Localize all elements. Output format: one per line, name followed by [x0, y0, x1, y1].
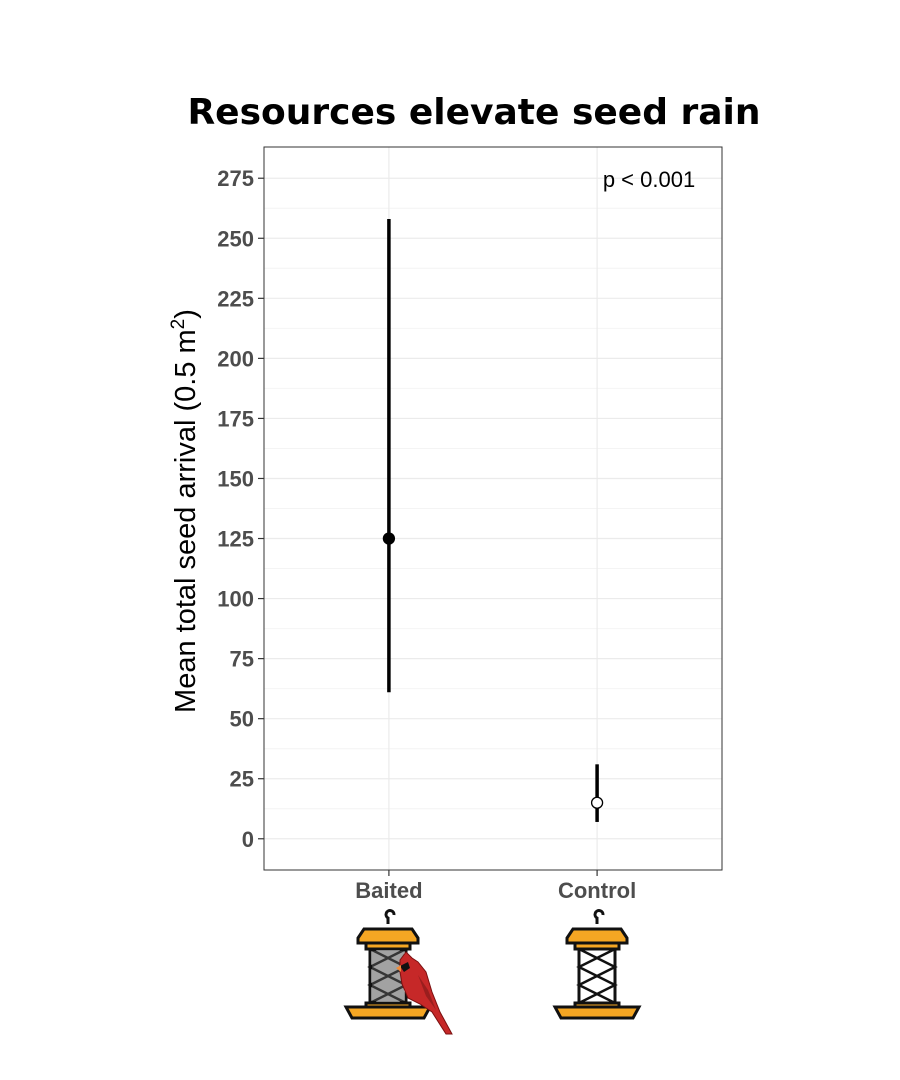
y-axis: 0 25 50 75 100 125 150 175 200 225 250 275: [217, 166, 264, 852]
grid-layer: [264, 147, 722, 870]
mean-point: [382, 532, 396, 545]
x-tick-label: Baited: [355, 878, 422, 903]
chart-title: Resources elevate seed rain: [187, 92, 761, 133]
y-axis-label: Mean total seed arrival (0.5 m2): [168, 309, 202, 713]
y-tick-label: 200: [217, 346, 254, 371]
y-tick-label: 150: [217, 466, 254, 491]
bird-feeder-with-cardinal-icon: [343, 909, 453, 1035]
cardinal-icon: [396, 951, 453, 1035]
y-tick-label: 25: [230, 767, 254, 792]
y-tick-label: 125: [217, 527, 254, 552]
x-axis: Baited Control: [355, 870, 636, 903]
plot-panel-border: [263, 146, 723, 871]
empty-bird-feeder-icon: [552, 909, 642, 1020]
y-tick-label: 175: [217, 406, 254, 431]
p-value-annotation: p < 0.001: [603, 167, 695, 192]
y-tick-label: 225: [217, 286, 254, 311]
y-tick-label: 50: [230, 707, 254, 732]
y-tick-label: 275: [217, 166, 254, 191]
y-tick-label: 75: [230, 647, 254, 672]
y-tick-label: 0: [242, 827, 254, 852]
data-marks: [382, 219, 604, 822]
y-tick-label: 100: [217, 587, 254, 612]
x-tick-label: Control: [558, 878, 636, 903]
y-tick-label: 250: [217, 226, 254, 251]
mean-point: [590, 796, 604, 809]
